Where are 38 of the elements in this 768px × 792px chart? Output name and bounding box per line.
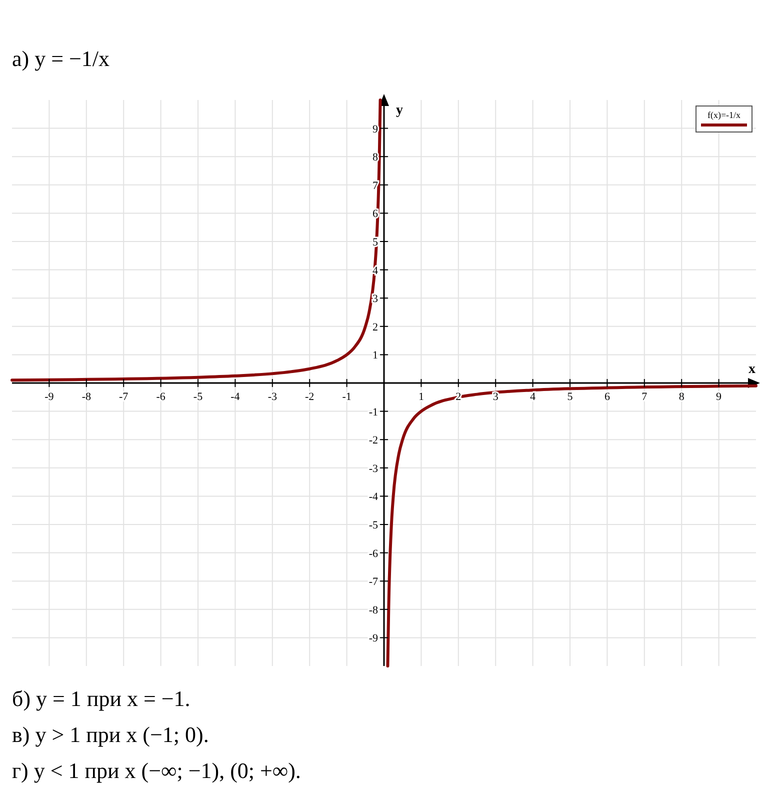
y-tick-label: -4 xyxy=(368,491,378,504)
x-tick-label: -6 xyxy=(156,391,166,403)
y-tick-label: -2 xyxy=(368,434,378,447)
x-tick-label: 6 xyxy=(604,391,610,403)
y-tick-label: -9 xyxy=(368,632,378,645)
x-tick-label: 5 xyxy=(567,391,574,403)
x-tick-label: -1 xyxy=(342,391,352,403)
x-tick-label: -5 xyxy=(193,391,204,403)
x-tick-label: 8 xyxy=(678,391,685,403)
y-tick-label: -3 xyxy=(368,462,378,475)
text: f(x)=-1/x xyxy=(707,110,742,120)
x-tick-label: 3 xyxy=(492,391,499,403)
x-axis-title: x xyxy=(748,362,756,377)
text: г) y < 1 при x (−∞; −1), (0; +∞). xyxy=(12,758,301,783)
y-tick-label: -5 xyxy=(368,520,378,532)
x-tick-label: 9 xyxy=(716,391,722,403)
x-tick-label: 7 xyxy=(642,391,648,403)
y-tick-label: -1 xyxy=(368,406,378,418)
y-tick-label: 8 xyxy=(372,152,378,164)
y-tick-label: 9 xyxy=(372,123,378,136)
y-axis-title: y xyxy=(396,103,403,118)
x-tick-label: -7 xyxy=(119,391,129,403)
x-tick-label: -3 xyxy=(268,391,278,403)
y-tick-label: -6 xyxy=(368,548,378,560)
y-tick-label: 2 xyxy=(372,321,378,334)
y-tick-label: -7 xyxy=(368,576,378,588)
y-tick-label: 3 xyxy=(372,293,378,306)
x-tick-label: 1 xyxy=(418,391,424,403)
text: в) y > 1 при x (−1; 0). xyxy=(12,722,209,747)
x-tick-label: -8 xyxy=(82,391,92,403)
x-tick-label: 4 xyxy=(530,391,536,403)
chart-title: а) y = −1/x xyxy=(12,46,110,71)
y-tick-label: 1 xyxy=(372,350,378,362)
y-tick-label: -8 xyxy=(368,604,378,616)
x-tick-label: -2 xyxy=(305,391,314,403)
x-tick-label: -9 xyxy=(44,391,54,403)
text: б) y = 1 при x = −1. xyxy=(12,686,190,711)
x-tick-label: -4 xyxy=(230,391,240,403)
